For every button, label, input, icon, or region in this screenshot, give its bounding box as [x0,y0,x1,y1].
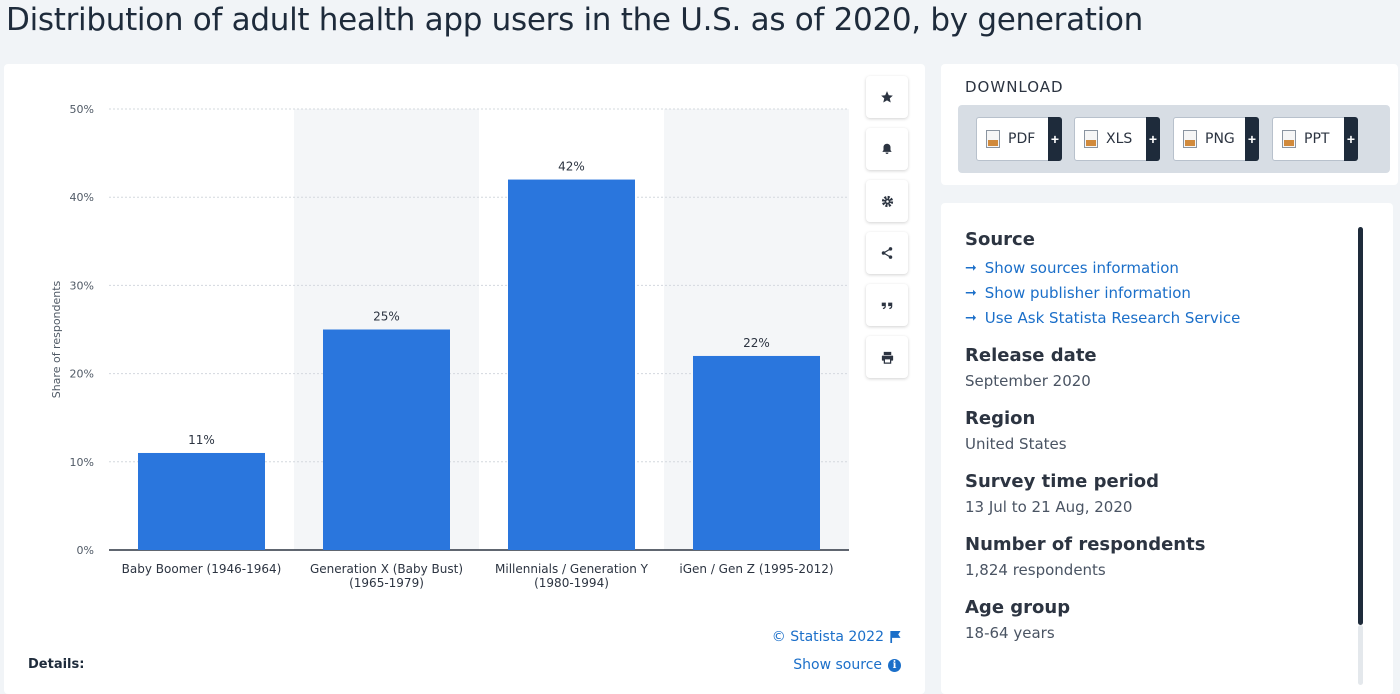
bar [138,452,265,550]
chart-toolbar [866,76,910,388]
flag-icon [890,631,901,643]
x-tick-label: iGen / Gen Z (1995-2012) [679,562,833,576]
print-icon [881,351,893,364]
bar-value-label: 11% [188,433,215,447]
show-sources-link[interactable]: ➞ Show sources information [965,256,1355,281]
bar-value-label: 42% [558,160,585,174]
download-png-plus[interactable]: + [1245,117,1259,161]
download-card: DOWNLOAD PDF + XLS + PNG + PPT + [941,64,1398,185]
show-source-link[interactable]: Show source i [793,657,901,673]
show-publisher-text: Show publisher information [984,284,1191,302]
scrollbar-track[interactable] [1358,625,1363,685]
x-tick-label: (1980-1994) [534,576,609,590]
bar-chart: 0% 10% 20% 30% 40% 50% Share of respondents 11%… [50,103,849,590]
y-tick-label: 10% [70,456,94,469]
y-axis-label: Share of respondents [50,280,63,398]
bar [693,355,820,550]
download-png-label: PNG [1205,131,1235,147]
release-date-value: September 2020 [965,372,1091,390]
arrow-right-icon: ➞ [965,310,977,326]
cite-button[interactable] [866,284,908,326]
download-png-button[interactable]: PNG + [1173,117,1259,161]
y-tick-label: 50% [70,103,94,116]
statistic-info-card: Source ➞ Show sources information ➞ Show p… [941,203,1393,694]
credit-text: © Statista 2022 [771,629,884,645]
arrow-right-icon: ➞ [965,260,977,276]
respondents-value: 1,824 respondents [965,561,1106,579]
y-tick-label: 20% [70,368,94,381]
download-xls-button[interactable]: XLS + [1074,117,1160,161]
survey-period-heading: Survey time period [965,471,1159,492]
x-tick-label: Generation X (Baby Bust) [310,562,463,576]
png-file-icon [1183,130,1197,148]
show-sources-text: Show sources information [984,259,1179,277]
scrollbar-thumb[interactable] [1358,227,1363,625]
x-tick-label: (1965-1979) [349,576,424,590]
download-tray: PDF + XLS + PNG + PPT + [958,105,1390,173]
ask-statista-link[interactable]: ➞ Use Ask Statista Research Service [965,306,1355,331]
respondents-heading: Number of respondents [965,534,1206,555]
download-pdf-plus[interactable]: + [1048,117,1062,161]
print-button[interactable] [866,336,908,378]
source-heading: Source [965,229,1035,250]
page-title: Distribution of adult health app users i… [6,2,1143,38]
x-tick-label: Millennials / Generation Y [495,562,649,576]
source-section: Source ➞ Show sources information ➞ Show p… [965,229,1355,331]
chart-card: 0% 10% 20% 30% 40% 50% Share of respondents 11%… [4,64,925,694]
settings-button[interactable] [866,180,908,222]
y-tick-label: 30% [70,279,94,292]
quote-icon [881,302,893,310]
gear-icon [881,195,893,207]
download-pdf-button[interactable]: PDF + [976,117,1062,161]
show-source-text: Show source [793,657,882,673]
region-value: United States [965,435,1067,453]
ask-statista-text: Use Ask Statista Research Service [984,309,1241,327]
download-pdf-label: PDF [1008,131,1036,147]
region-heading: Region [965,408,1036,429]
download-ppt-plus[interactable]: + [1344,117,1358,161]
age-group-heading: Age group [965,597,1071,618]
download-xls-label: XLS [1106,131,1133,147]
bar-value-label: 22% [743,336,770,350]
details-label: Details: [28,657,85,672]
show-publisher-link[interactable]: ➞ Show publisher information [965,281,1355,306]
ppt-file-icon [1282,130,1296,148]
bar-value-label: 25% [373,310,400,324]
bar [323,329,450,550]
arrow-right-icon: ➞ [965,285,977,301]
share-button[interactable] [866,232,908,274]
y-tick-label: 40% [70,191,94,204]
download-ppt-label: PPT [1304,131,1330,147]
age-group-value: 18-64 years [965,624,1055,642]
x-tick-label: Baby Boomer (1946-1964) [122,562,282,576]
download-xls-plus[interactable]: + [1146,117,1160,161]
star-icon [881,91,893,103]
bell-icon [882,143,892,154]
release-date-heading: Release date [965,345,1097,366]
xls-file-icon [1084,130,1098,148]
download-ppt-button[interactable]: PPT + [1272,117,1358,161]
survey-period-value: 13 Jul to 21 Aug, 2020 [965,498,1133,516]
download-title: DOWNLOAD [965,78,1064,96]
notification-button[interactable] [866,128,908,170]
share-icon [881,247,893,259]
statista-credit-link[interactable]: © Statista 2022 [772,629,901,645]
y-tick-label: 0% [77,544,94,557]
pdf-file-icon [986,130,1000,148]
bar [508,179,635,550]
favorite-button[interactable] [866,76,908,118]
info-icon: i [888,658,901,672]
